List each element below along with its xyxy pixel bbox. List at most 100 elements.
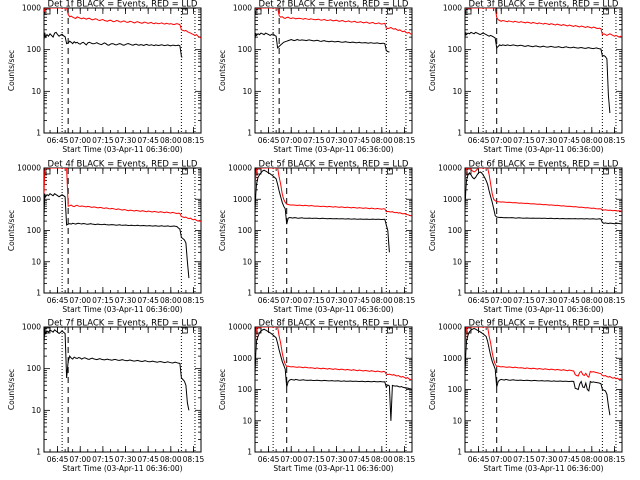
x-tick-label: 07:15	[303, 136, 325, 145]
series-line-events	[44, 328, 190, 411]
x-tick-label: 07:15	[513, 136, 535, 145]
plot-frame	[254, 7, 413, 134]
x-tick-label: 08:15	[604, 296, 626, 305]
y-tick-label: 10000	[17, 164, 41, 173]
x-tick-label: 07:00	[490, 136, 512, 145]
x-tick-label: 06:45	[258, 296, 280, 305]
x-tick-label: 06:45	[468, 455, 490, 464]
x-tick-label: 07:30	[326, 455, 348, 464]
x-ticks	[260, 8, 413, 133]
y-ticks	[255, 326, 412, 453]
x-tick-label: 07:15	[303, 296, 325, 305]
x-ticks	[470, 8, 623, 133]
x-tick-label: 07:45	[558, 455, 580, 464]
y-axis-label: Counts/sec	[7, 369, 16, 410]
x-tick-label: 07:15	[92, 455, 114, 464]
plot-frame	[43, 326, 202, 453]
series-line-lld	[44, 168, 201, 223]
chart-title: Det 3f BLACK = Events, RED = LLD	[469, 0, 619, 10]
state-box-marker	[255, 8, 262, 15]
x-axis-label: Start Time (03-Apr-11 06:36:00)	[62, 145, 182, 154]
x-tick-label: 08:00	[371, 455, 393, 464]
panel-det-5: Det 5f BLACK = Events, RED = LLD 1 10 100 10…	[218, 160, 415, 315]
series-line-lld	[465, 168, 622, 212]
y-tick-label: 100	[448, 45, 463, 54]
x-tick-label: 07:45	[348, 296, 370, 305]
y-tick-label: 10	[242, 257, 252, 266]
y-tick-label: 1	[36, 448, 41, 457]
y-tick-label: 100	[448, 385, 463, 394]
state-box-marker	[386, 327, 393, 334]
y-tick-label: 100	[238, 45, 253, 54]
x-tick-label: 08:15	[183, 455, 205, 464]
x-axis-label: Start Time (03-Apr-11 06:36:00)	[483, 145, 603, 154]
x-tick-label: 06:45	[47, 455, 69, 464]
chart-title: Det 2f BLACK = Events, RED = LLD	[259, 0, 409, 10]
x-tick-label: 07:15	[303, 455, 325, 464]
x-tick-label: 07:30	[536, 296, 558, 305]
x-tick-label: 07:30	[326, 136, 348, 145]
x-ticks	[470, 327, 623, 452]
state-box-marker	[181, 327, 188, 334]
panel-det-4: Det 4f BLACK = Events, RED = LLD 1 10 100 10…	[7, 160, 204, 315]
state-box-marker	[386, 8, 393, 15]
plot-frame	[464, 7, 623, 134]
y-tick-label: 1000	[22, 323, 41, 332]
series-line-events	[44, 193, 190, 279]
x-ticks	[49, 168, 202, 293]
x-tick-label: 08:15	[394, 296, 416, 305]
chart-title: Det 9f BLACK = Events, RED = LLD	[469, 319, 619, 329]
series-line-lld	[44, 8, 201, 39]
state-box-marker	[602, 168, 609, 175]
chart-title: Det 6f BLACK = Events, RED = LLD	[469, 160, 619, 170]
x-axis-label: Start Time (03-Apr-11 06:36:00)	[483, 305, 603, 314]
panel-det-1: Det 1f BLACK = Events, RED = LLD 1 10 100 10…	[7, 0, 204, 154]
y-tick-label: 10	[31, 406, 41, 415]
state-box-marker	[181, 8, 188, 15]
series-line-lld	[255, 8, 412, 36]
y-tick-label: 1000	[22, 4, 41, 13]
x-axis-label: Start Time (03-Apr-11 06:36:00)	[273, 145, 393, 154]
y-tick-label: 1	[457, 129, 462, 138]
x-tick-label: 07:15	[513, 455, 535, 464]
x-tick-label: 07:30	[115, 455, 137, 464]
x-tick-label: 07:00	[280, 455, 302, 464]
x-tick-label: 07:00	[280, 296, 302, 305]
x-tick-label: 08:00	[581, 136, 603, 145]
x-tick-label: 07:00	[69, 136, 91, 145]
x-tick-label: 07:45	[558, 136, 580, 145]
y-axis-label: Counts/sec	[218, 210, 227, 251]
x-axis-label: Start Time (03-Apr-11 06:36:00)	[62, 464, 182, 473]
x-axis-label: Start Time (03-Apr-11 06:36:00)	[273, 305, 393, 314]
y-ticks	[255, 7, 412, 134]
state-box-marker	[181, 168, 188, 175]
x-tick-label: 07:00	[280, 136, 302, 145]
x-tick-label: 06:45	[258, 455, 280, 464]
y-tick-label: 100	[448, 226, 463, 235]
y-tick-label: 10	[452, 87, 462, 96]
x-tick-label: 08:00	[160, 455, 182, 464]
state-box-marker	[602, 327, 609, 334]
x-ticks	[260, 327, 413, 452]
x-tick-label: 08:15	[394, 136, 416, 145]
y-tick-label: 1000	[233, 354, 252, 363]
y-tick-label: 100	[27, 364, 42, 373]
y-tick-label: 100	[238, 226, 253, 235]
y-tick-label: 1	[457, 289, 462, 298]
x-tick-label: 06:45	[468, 136, 490, 145]
x-tick-label: 06:45	[47, 296, 69, 305]
x-tick-label: 08:00	[581, 455, 603, 464]
y-axis-label: Counts/sec	[428, 50, 437, 91]
y-tick-label: 1	[457, 448, 462, 457]
series-line-events	[44, 31, 183, 58]
x-axis-label: Start Time (03-Apr-11 06:36:00)	[62, 305, 182, 314]
x-tick-label: 07:45	[558, 296, 580, 305]
x-tick-label: 07:30	[536, 136, 558, 145]
x-tick-label: 08:15	[604, 136, 626, 145]
state-box-marker	[602, 8, 609, 15]
y-axis-label: Counts/sec	[218, 50, 227, 91]
y-tick-label: 1	[247, 448, 252, 457]
state-box-marker	[44, 8, 51, 15]
x-tick-label: 07:30	[115, 136, 137, 145]
